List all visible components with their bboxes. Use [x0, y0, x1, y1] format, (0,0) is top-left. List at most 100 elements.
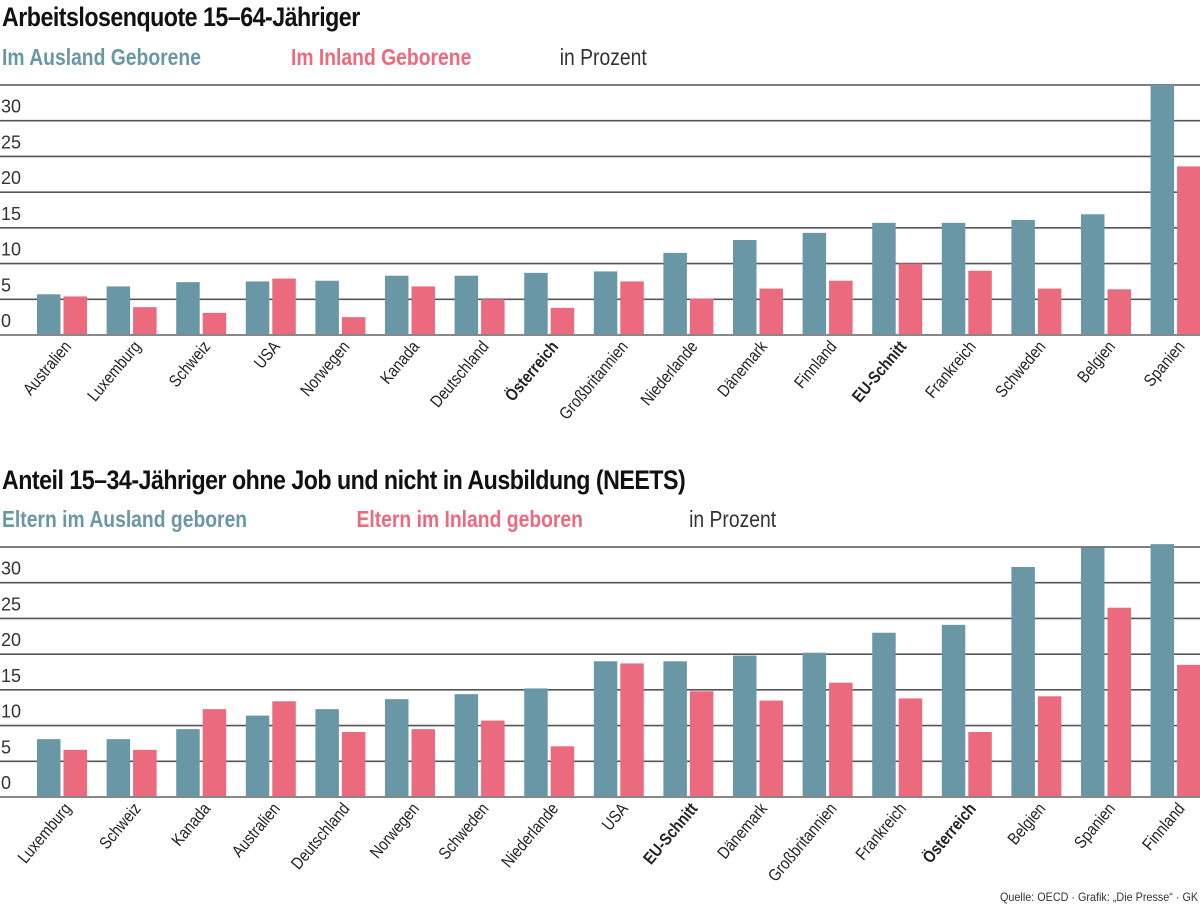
bar-domestic [411, 286, 435, 335]
bar-abroad [663, 252, 687, 335]
bar-domestic [689, 691, 714, 797]
y-tick-label: 30 [1, 559, 21, 579]
y-tick-label: 25 [1, 594, 21, 614]
chart2-unit-label: in Prozent [689, 506, 777, 532]
bar-abroad [245, 715, 270, 797]
bar-abroad [872, 632, 896, 797]
x-tick-label: Australien [229, 800, 284, 861]
bar-domestic [550, 746, 575, 797]
bar-abroad [454, 275, 479, 335]
x-tick-label: Kanada [168, 800, 214, 850]
y-tick-label: 15 [1, 666, 21, 686]
bar-domestic [63, 296, 87, 335]
bar-domestic [272, 278, 296, 335]
x-tick-label: USA [251, 338, 284, 373]
x-tick-label: EU-Schnitt [640, 799, 702, 868]
x-tick-label: Belgien [1074, 338, 1119, 387]
x-tick-label: Dänemark [714, 800, 771, 863]
y-tick-label: 10 [1, 240, 21, 260]
chart1-legend: Im Ausland Geborene Im Inland Geborene i… [2, 44, 1010, 72]
x-tick-label: Dänemark [714, 338, 771, 401]
bar-abroad [1150, 85, 1175, 335]
x-tick-label: Norwegen [367, 800, 423, 862]
bar-domestic [898, 263, 923, 335]
bar-abroad [315, 709, 339, 797]
chart1-unit-label: in Prozent [559, 44, 647, 70]
bar-domestic [341, 732, 366, 797]
y-tick-label: 5 [1, 275, 11, 295]
bar-abroad [1081, 547, 1105, 797]
bar-domestic [1177, 664, 1200, 797]
chart2-legend: Eltern im Ausland geboren Eltern im Inla… [2, 506, 1010, 534]
bar-abroad [385, 275, 409, 335]
y-tick-label: 25 [1, 132, 21, 152]
chart2-legend-abroad: Eltern im Ausland geboren [2, 506, 248, 532]
bar-domestic [63, 749, 87, 797]
chart1-legend-domestic: Im Inland Geborene [290, 44, 472, 70]
x-tick-label: Schweden [436, 800, 493, 863]
bar-domestic [202, 709, 227, 797]
bar-abroad [176, 282, 200, 335]
x-tick-label: Belgien [1005, 800, 1050, 849]
bar-domestic [968, 270, 992, 335]
x-tick-label: Großbritannien [556, 338, 632, 424]
x-tick-label: Norwegen [297, 338, 353, 400]
x-tick-label: Finnland [1139, 800, 1189, 854]
bar-domestic [272, 701, 296, 797]
x-tick-label: Niederlande [638, 338, 702, 410]
chart2-legend-domestic: Eltern im Inland geboren [356, 506, 583, 532]
y-tick-label: 30 [1, 97, 21, 117]
bar-abroad [1011, 567, 1035, 797]
x-tick-label: Australien [20, 338, 75, 399]
bar-abroad [1011, 220, 1035, 335]
x-tick-label: Finnland [791, 338, 841, 392]
bar-abroad [37, 739, 61, 797]
bar-abroad [454, 694, 479, 797]
bar-abroad [802, 652, 827, 797]
x-tick-label: Schweiz [166, 338, 215, 391]
x-tick-label: Luxemburg [84, 338, 144, 405]
bar-domestic [1177, 166, 1200, 335]
y-tick-label: 10 [1, 702, 21, 722]
x-tick-label: Österreich [918, 799, 980, 868]
bar-domestic [968, 732, 992, 797]
bar-abroad [176, 729, 200, 797]
bar-abroad [941, 624, 966, 797]
chart1-title: Arbeitslosenquote 15–64-Jähriger [2, 2, 360, 32]
y-tick-label: 20 [1, 168, 21, 188]
bar-domestic [1107, 289, 1131, 335]
bar-domestic [550, 307, 575, 335]
x-tick-label: Luxemburg [15, 800, 75, 867]
bar-domestic [829, 280, 853, 335]
bar-domestic [341, 317, 366, 335]
bar-abroad [245, 281, 270, 335]
bar-domestic [759, 288, 783, 335]
bar-domestic [133, 307, 157, 335]
x-tick-label: Großbritannien [765, 800, 841, 886]
x-tick-label: Österreich [500, 337, 562, 406]
bar-domestic [759, 700, 783, 797]
bar-domestic [202, 312, 227, 335]
x-tick-label: Kanada [377, 338, 423, 388]
bar-abroad [941, 222, 966, 335]
bar-domestic [411, 729, 435, 797]
x-tick-label: Spanien [1141, 338, 1189, 390]
x-tick-label: Spanien [1071, 800, 1119, 852]
x-tick-label: Frankreich [853, 800, 911, 864]
y-tick-label: 0 [1, 311, 11, 331]
bar-abroad [37, 294, 61, 335]
bar-abroad [524, 688, 548, 797]
bar-domestic [1037, 288, 1062, 335]
bar-abroad [524, 272, 548, 335]
chart2-plot: 0 5 10 15 20 25 30 Luxemburg Schweiz Kanada Austra… [0, 544, 1200, 886]
bar-domestic [481, 299, 505, 335]
x-tick-label: Deutschland [288, 800, 354, 873]
y-tick-label: 15 [1, 204, 21, 224]
y-tick-label: 0 [1, 773, 11, 793]
x-tick-label: Niederlande [498, 800, 562, 872]
bar-domestic [689, 298, 714, 335]
bar-abroad [593, 661, 618, 797]
bar-abroad [593, 271, 618, 335]
bar-domestic [1037, 696, 1062, 797]
x-tick-label: Schweden [992, 338, 1049, 401]
